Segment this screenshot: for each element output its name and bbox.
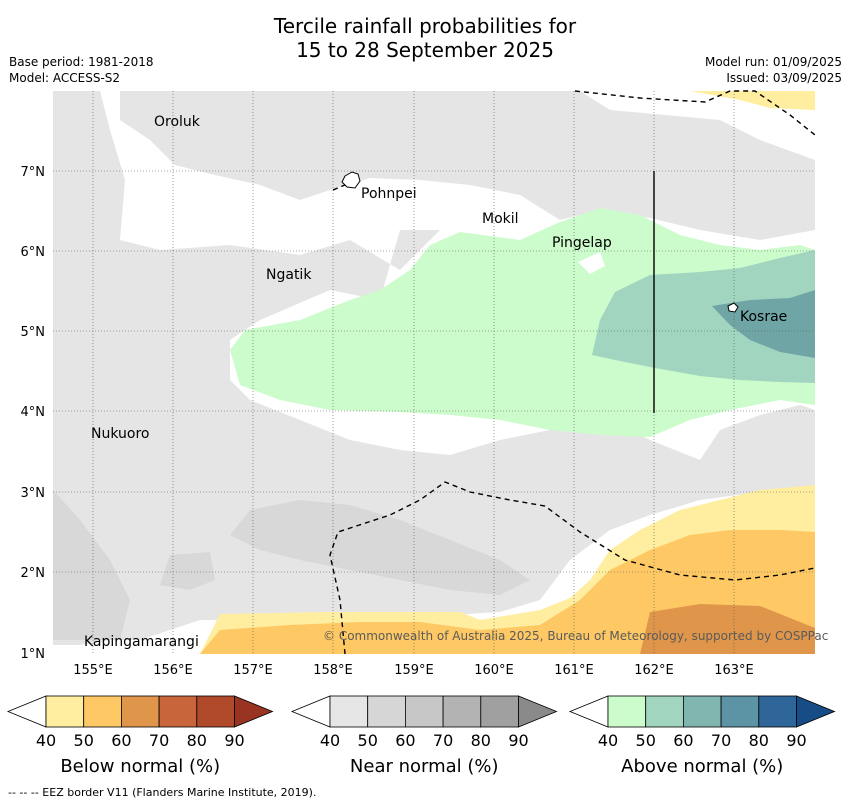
near-normal-north xyxy=(120,91,815,240)
near-normal-sw xyxy=(53,490,130,640)
colorbar-tick-label: 90 xyxy=(508,731,528,750)
colorbar-tick-label: 80 xyxy=(471,731,491,750)
kosrae-island xyxy=(727,302,739,313)
colorbar-cell xyxy=(158,695,198,728)
lon-label-156e: 156°E xyxy=(153,663,193,678)
lon-label-160e: 160°E xyxy=(474,663,514,678)
label-pingelap: Pingelap xyxy=(552,235,612,251)
colorbar-tick-label: 80 xyxy=(187,731,207,750)
colorbar-min-triangle xyxy=(6,695,47,728)
pohnpei-island xyxy=(341,171,361,189)
colorbar-tick-label: 70 xyxy=(433,731,453,750)
label-kosrae: Kosrae xyxy=(740,309,787,325)
colorbar-title: Above normal (%) xyxy=(621,756,783,777)
colorbar-tick-label: 40 xyxy=(36,731,56,750)
lat-label-3n: 3°N xyxy=(21,486,46,501)
colorbar-cell xyxy=(758,695,797,728)
colorbar-title: Near normal (%) xyxy=(350,756,499,777)
issued-date: Issued: 03/09/2025 xyxy=(726,71,842,85)
colorbar-cell xyxy=(607,695,647,728)
colorbar-cell xyxy=(683,695,722,728)
lat-label-2n: 2°N xyxy=(21,566,46,581)
lat-label-6n: 6°N xyxy=(21,245,46,260)
above-normal-40 xyxy=(230,208,815,437)
label-ngatik: Ngatik xyxy=(266,267,312,283)
colorbar-cell xyxy=(480,695,519,728)
lon-label-158e: 158°E xyxy=(313,663,353,678)
colorbar-tick-label: 70 xyxy=(149,731,169,750)
above-normal-50 xyxy=(592,250,815,383)
colorbar-tick-label: 60 xyxy=(111,731,131,750)
lat-label-4n: 4°N xyxy=(21,405,46,420)
colorbar-max-triangle xyxy=(518,695,558,728)
copyright: © Commonwealth of Australia 2025, Bureau… xyxy=(323,629,828,643)
lon-label-163e: 163°E xyxy=(714,663,754,678)
colorbar-cell xyxy=(45,695,85,728)
white-hole xyxy=(578,252,605,274)
colorbar-near-normal: 40 50 60 70 80 90 Near normal (%) xyxy=(290,695,558,777)
colorbar-tick-label: 50 xyxy=(358,731,378,750)
near-normal-patch xyxy=(160,552,215,590)
label-oroluk: Oroluk xyxy=(154,114,201,130)
colorbar-cell xyxy=(83,695,122,728)
colorbar-max-triangle xyxy=(796,695,836,728)
lat-label-5n: 5°N xyxy=(21,325,46,340)
probability-shading xyxy=(53,91,815,654)
lon-label-157e: 157°E xyxy=(233,663,273,678)
colorbar-cell xyxy=(720,695,760,728)
colorbar-max-triangle xyxy=(234,695,274,728)
eez-border xyxy=(329,90,816,655)
colorbar-tick-label: 50 xyxy=(636,731,656,750)
label-mokil: Mokil xyxy=(482,211,519,227)
colorbar-min-triangle xyxy=(290,695,331,728)
lon-label-162e: 162°E xyxy=(634,663,674,678)
near-normal-west xyxy=(53,91,815,645)
colorbar-tick-label: 40 xyxy=(598,731,618,750)
colorbar-tick-label: 40 xyxy=(320,731,340,750)
colorbar-cell xyxy=(329,695,369,728)
colorbar-cell xyxy=(367,695,406,728)
lon-label-159e: 159°E xyxy=(394,663,434,678)
colorbar-title: Below normal (%) xyxy=(60,756,220,777)
base-period: Base period: 1981-2018 xyxy=(9,55,154,69)
colorbar-tick-label: 60 xyxy=(673,731,693,750)
title-line-1: Tercile rainfall probabilities for xyxy=(273,14,577,38)
colorbar-tick-label: 60 xyxy=(395,731,415,750)
below-normal-60 xyxy=(640,604,815,654)
colorbar-tick-label: 90 xyxy=(786,731,806,750)
label-kapingamarangi: Kapingamarangi xyxy=(84,634,199,650)
eez-footnote: -- -- -- EEZ border V11 (Flanders Marine… xyxy=(8,786,317,799)
colorbar-cell xyxy=(645,695,684,728)
colorbar-tick-label: 70 xyxy=(711,731,731,750)
label-nukuoro: Nukuoro xyxy=(91,426,149,442)
colorbar-cell xyxy=(442,695,482,728)
colorbar-cell xyxy=(121,695,160,728)
lat-label-7n: 7°N xyxy=(21,165,46,180)
colorbar-tick-label: 80 xyxy=(749,731,769,750)
near-normal-mid xyxy=(230,500,530,595)
model-run: Model run: 01/09/2025 xyxy=(704,55,842,69)
title-line-2: 15 to 28 September 2025 xyxy=(296,38,554,62)
lon-label-161e: 161°E xyxy=(554,663,594,678)
colorbar-tick-label: 50 xyxy=(74,731,94,750)
colorbar-cell xyxy=(196,695,235,728)
colorbar-tick-label: 90 xyxy=(224,731,244,750)
below-normal-40-north xyxy=(690,91,815,110)
label-pohnpei: Pohnpei xyxy=(361,186,417,202)
model-name: Model: ACCESS-S2 xyxy=(9,71,121,85)
lon-label-155e: 155°E xyxy=(73,663,113,678)
lat-label-1n: 1°N xyxy=(21,647,46,662)
colorbar-min-triangle xyxy=(568,695,609,728)
grid-lines xyxy=(53,91,815,654)
colorbar-cell xyxy=(404,695,444,728)
